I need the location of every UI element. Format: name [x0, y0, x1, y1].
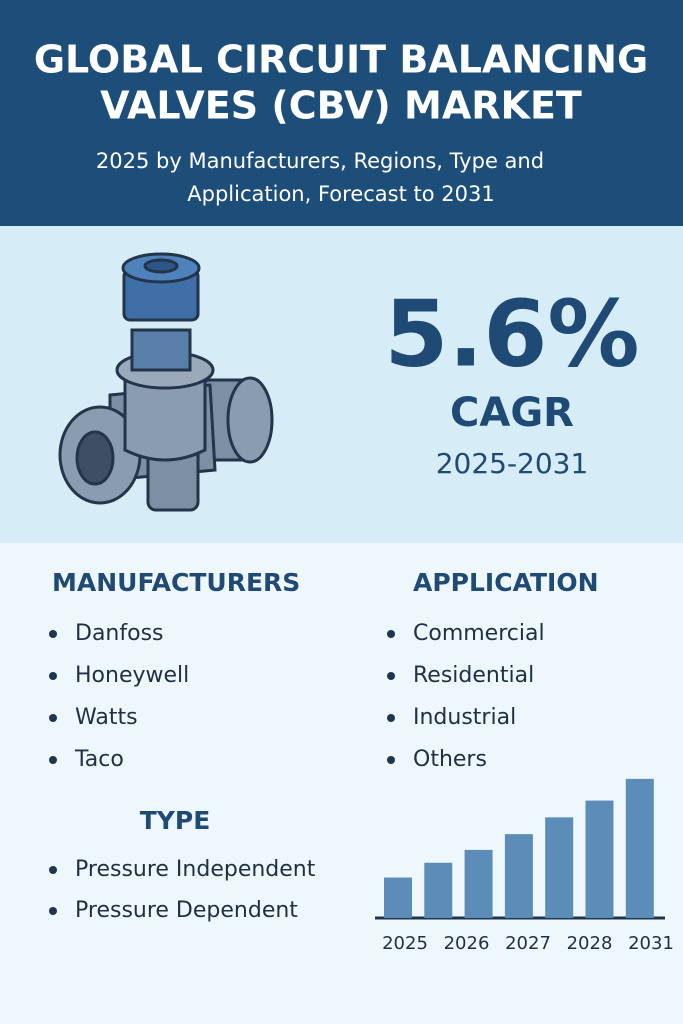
bullet: [49, 714, 57, 722]
bullet: [49, 756, 57, 764]
section-heading: MANUFACTURERS: [52, 568, 300, 597]
bullet: [387, 714, 395, 722]
cagr-value: 5.6%: [384, 280, 639, 387]
list-item: Pressure Independent: [75, 857, 316, 882]
list-item: Commercial: [413, 621, 545, 646]
x-tick-label: 2026: [444, 933, 490, 954]
x-tick-label: 2025: [382, 933, 428, 954]
bar: [625, 778, 654, 918]
cagr-period: 2025-2031: [436, 447, 589, 480]
bullet: [49, 866, 57, 874]
bullet: [49, 907, 57, 915]
bullet: [387, 672, 395, 680]
bullet: [49, 672, 57, 680]
bar: [384, 877, 412, 918]
subtitle: Application, Forecast to 2031: [187, 182, 494, 206]
bar: [424, 862, 453, 918]
bar: [504, 834, 533, 918]
header-band: [0, 0, 683, 226]
list-item: Watts: [75, 705, 138, 730]
list-item: Others: [413, 747, 487, 772]
bullet: [49, 630, 57, 638]
bar: [464, 849, 493, 918]
x-tick-label: 2027: [505, 933, 551, 954]
subtitle: 2025 by Manufacturers, Regions, Type and: [96, 149, 544, 173]
content-band: [0, 543, 683, 1024]
list-item: Taco: [74, 747, 124, 772]
list-item: Industrial: [413, 705, 516, 730]
bar: [585, 800, 614, 918]
section-heading: APPLICATION: [413, 568, 599, 597]
x-tick-label: 2031: [628, 933, 674, 954]
list-item: Residential: [413, 663, 534, 688]
list-item: Honeywell: [75, 663, 189, 688]
cagr-label: CAGR: [450, 390, 574, 436]
valve-illustration: [58, 252, 274, 512]
title: VALVES (CBV) MARKET: [100, 84, 582, 128]
section-heading: TYPE: [140, 806, 211, 835]
bullet: [387, 756, 395, 764]
bar: [545, 817, 574, 918]
bullet: [387, 630, 395, 638]
list-item: Pressure Dependent: [75, 898, 298, 923]
list-item: Danfoss: [75, 621, 164, 646]
x-tick-label: 2028: [567, 933, 613, 954]
title: GLOBAL CIRCUIT BALANCING: [34, 38, 648, 82]
